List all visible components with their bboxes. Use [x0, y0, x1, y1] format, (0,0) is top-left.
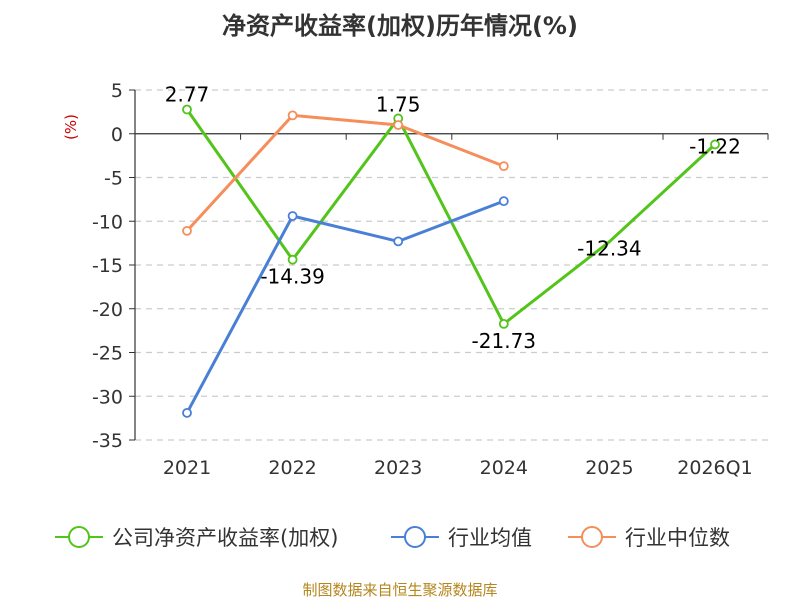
y-unit-label: (%)	[62, 114, 80, 140]
legend-marker-1	[404, 526, 426, 548]
y-tick-label: -5	[104, 168, 123, 190]
source-note: 制图数据来自恒生聚源数据库	[302, 581, 497, 599]
series-lines	[182, 104, 720, 418]
y-tick-label: -30	[92, 386, 123, 408]
data-label: -14.39	[260, 265, 324, 289]
legend: 公司净资产收益率(加权) 行业均值 行业中位数	[55, 526, 730, 550]
y-tick-label: -10	[92, 211, 123, 233]
series-point-0	[287, 254, 298, 265]
x-tick-label: 2023	[374, 457, 422, 479]
y-tick-label: -25	[92, 343, 123, 365]
x-tick-label: 2025	[585, 457, 633, 479]
series-point-0	[710, 139, 720, 150]
series-point-2	[498, 161, 509, 172]
x-tick-label: 2021	[163, 457, 211, 479]
legend-label-2: 行业中位数	[625, 526, 730, 550]
series-line-2	[185, 113, 505, 232]
series-point-0	[498, 318, 509, 329]
axes: 5 0 -5 -10 -15 -20 -25 -30 -35 2021 2022 2023 2024 20…	[92, 80, 769, 479]
series-point-1	[498, 196, 509, 207]
y-tick-label: -20	[92, 299, 123, 321]
y-tick-label: -35	[92, 430, 123, 452]
legend-label-0: 公司净资产收益率(加权)	[112, 526, 338, 550]
data-labels: 2.77 -14.39 1.75 -21.73 -12.34 -1.22	[165, 83, 741, 353]
x-tick-label: 2022	[268, 457, 316, 479]
x-tick-label: 2024	[480, 457, 528, 479]
data-label: -21.73	[472, 329, 536, 353]
series-point-1	[393, 236, 404, 247]
series-point-2	[182, 225, 192, 236]
grid-lines	[135, 89, 768, 441]
legend-marker-2	[581, 526, 603, 548]
series-point-0	[182, 104, 192, 115]
data-label: 2.77	[165, 83, 210, 107]
legend-label-1: 行业均值	[448, 526, 532, 550]
series-line-1	[185, 199, 505, 414]
y-tick-label: 0	[111, 124, 123, 146]
series-point-1	[182, 407, 192, 418]
series-point-2	[287, 110, 298, 121]
y-tick-label: 5	[111, 80, 123, 102]
data-label: -12.34	[577, 237, 641, 261]
legend-marker-0	[68, 526, 90, 548]
series-line-0	[185, 108, 717, 326]
series-point-2	[393, 120, 404, 130]
series-point-1	[287, 211, 298, 221]
y-tick-label: -15	[92, 255, 123, 277]
chart-title: 净资产收益率(加权)历年情况(%)	[222, 12, 578, 40]
data-label: -1.22	[689, 134, 741, 158]
x-tick-label: 2026Q1	[677, 457, 752, 479]
data-label: 1.75	[376, 92, 421, 116]
